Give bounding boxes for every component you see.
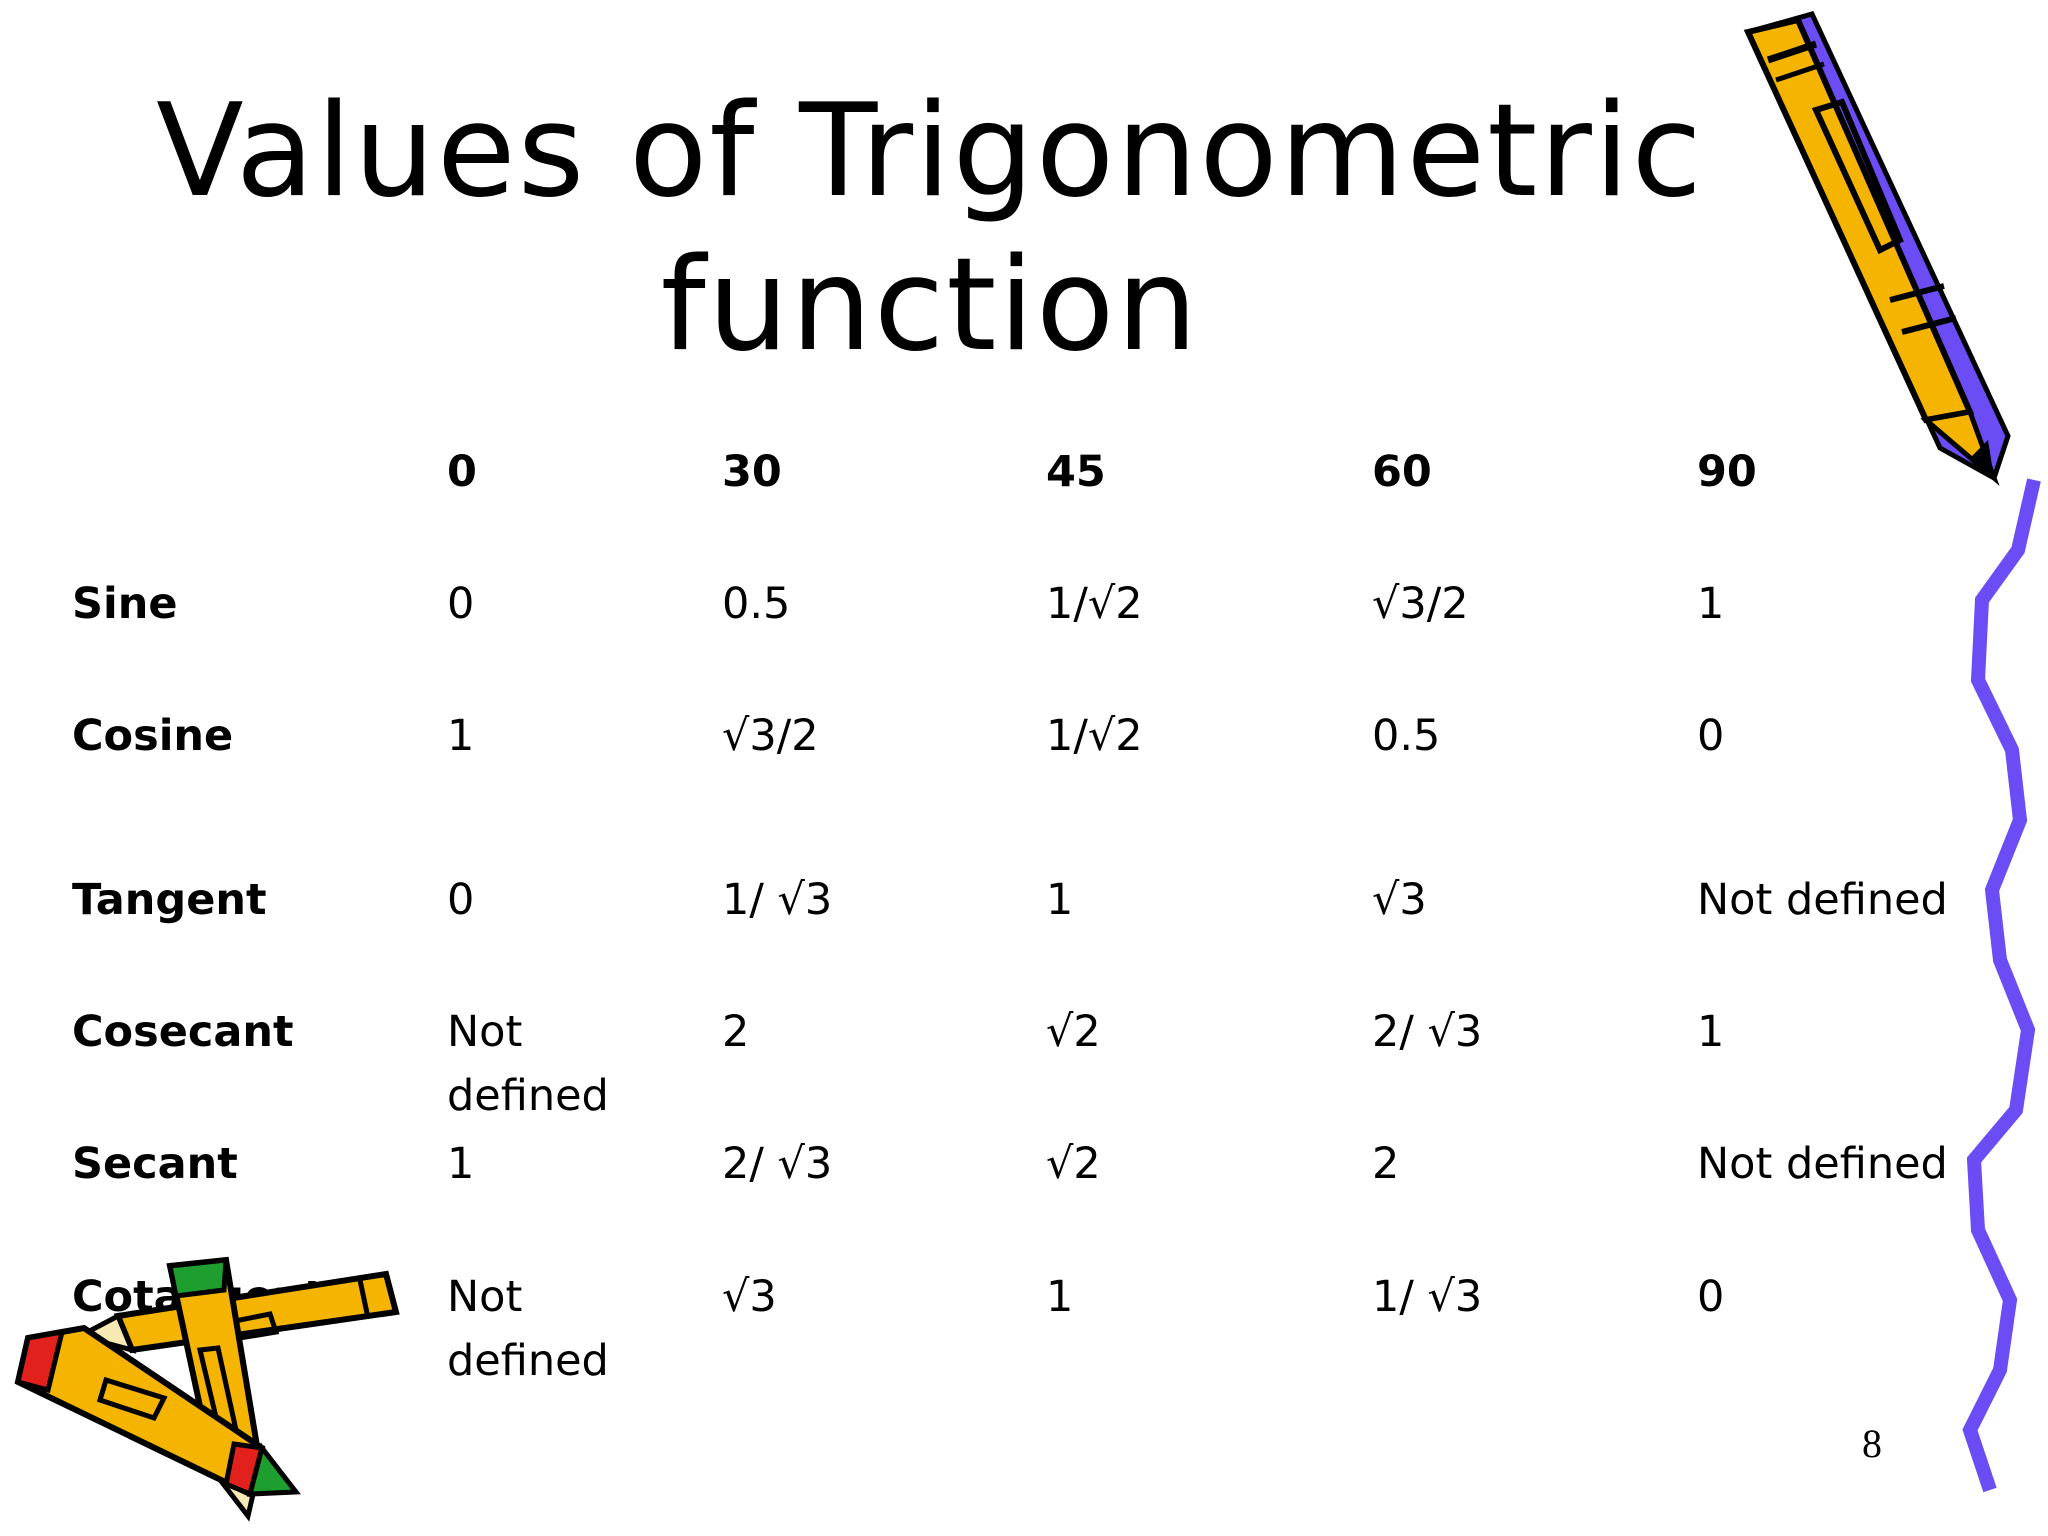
header-cell-0: 0 <box>447 447 477 497</box>
slide-title-line-2: function <box>660 231 1200 380</box>
table-cell: 1 <box>1697 579 1725 629</box>
table-cell: Not defined <box>447 1007 609 1121</box>
table-cell: 1/ √3 <box>1372 1272 1483 1322</box>
table-cell: 0.5 <box>722 579 791 629</box>
table-cell: √3/2 <box>722 711 819 761</box>
table-cell: √3 <box>1372 875 1427 925</box>
header-cell-60: 60 <box>1372 447 1432 497</box>
table-cell: 2/ √3 <box>722 1139 833 1189</box>
page-number: 8 <box>1862 1421 1882 1466</box>
header-cell-45: 45 <box>1046 447 1106 497</box>
table-cell: 1 <box>447 1139 475 1189</box>
table-cell: 0.5 <box>1372 711 1441 761</box>
table-cell: Not defined <box>447 1272 609 1386</box>
slide-title-line-1: Values of Trigonometric <box>156 77 1704 226</box>
table-cell: Not defined <box>1697 1139 1948 1189</box>
header-cell-30: 30 <box>722 447 782 497</box>
table-cell: 1 <box>1046 875 1074 925</box>
row-label-tangent: Tangent <box>72 875 267 925</box>
header-cell-90: 90 <box>1697 447 1757 497</box>
table-cell: 0 <box>1697 711 1725 761</box>
table-cell: √3/2 <box>1372 579 1469 629</box>
table-cell: Not defined <box>1697 875 1948 925</box>
table-cell: 0 <box>447 579 475 629</box>
table-cell: 2/ √3 <box>1372 1007 1483 1057</box>
table-cell: √2 <box>1046 1007 1101 1057</box>
table-cell: 2 <box>1372 1139 1400 1189</box>
squiggle-right-icon <box>1962 478 2041 1493</box>
table-cell: √3 <box>722 1272 777 1322</box>
table-cell: 1/√2 <box>1046 579 1143 629</box>
table-cell: 1/√2 <box>1046 711 1143 761</box>
crayons-bottom-left-icon <box>14 1256 400 1522</box>
table-cell: 1 <box>447 711 475 761</box>
pencil-top-right-icon <box>1743 11 2011 487</box>
row-label-cosecant: Cosecant <box>72 1007 294 1057</box>
table-cell: 0 <box>1697 1272 1725 1322</box>
table-cell: 1/ √3 <box>722 875 833 925</box>
table-cell: 0 <box>447 875 475 925</box>
row-label-cosine: Cosine <box>72 711 234 761</box>
table-cell: √2 <box>1046 1139 1101 1189</box>
row-label-sine: Sine <box>72 579 178 629</box>
table-cell: 1 <box>1046 1272 1074 1322</box>
table-cell: 2 <box>722 1007 750 1057</box>
row-label-secant: Secant <box>72 1139 238 1189</box>
table-cell: 1 <box>1697 1007 1725 1057</box>
